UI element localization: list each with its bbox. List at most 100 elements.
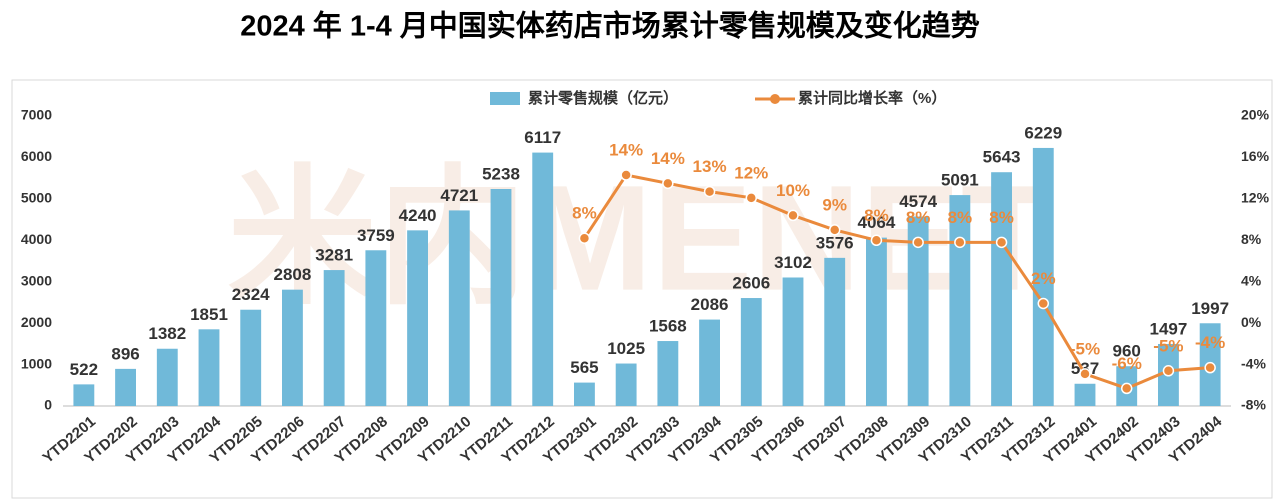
bar	[323, 270, 345, 406]
bar	[1032, 147, 1054, 407]
bar	[740, 298, 762, 406]
line-value-label: -5%	[1070, 339, 1100, 358]
bar-value-label: 6229	[1024, 123, 1062, 142]
line-value-label: 14%	[609, 141, 643, 160]
bar-value-label: 3102	[774, 253, 812, 272]
bar	[407, 230, 428, 406]
line-point	[828, 224, 841, 236]
bar	[574, 382, 595, 406]
line-point	[787, 209, 799, 222]
bar	[198, 329, 220, 406]
y-tick-label: 0	[44, 397, 52, 413]
line-point	[662, 177, 674, 190]
bar-value-label: 1497	[1150, 319, 1188, 338]
y2-tick-label: 0%	[1241, 314, 1262, 330]
bar	[699, 319, 720, 406]
line-value-label: 8%	[989, 208, 1014, 227]
bar-value-label: 3281	[315, 246, 353, 265]
line-point	[620, 169, 632, 181]
line-value-label: 2%	[1031, 269, 1056, 288]
bar-value-label: 1025	[607, 339, 645, 358]
bar-value-label: 960	[1113, 342, 1141, 361]
y-tick-label: 6000	[21, 148, 52, 164]
line-point	[703, 185, 716, 198]
bar-value-label: 4574	[899, 192, 937, 211]
line-value-label: 8%	[864, 206, 889, 225]
bar-value-label: 4721	[440, 186, 478, 205]
y2-tick-label: 8%	[1241, 231, 1262, 247]
bar-value-label: 4064	[858, 213, 896, 232]
y2-tick-label: 12%	[1241, 190, 1270, 206]
line-value-label: 8%	[948, 208, 973, 227]
line-point	[954, 236, 966, 249]
y-tick-label: 3000	[21, 272, 52, 288]
bar-value-label: 1851	[190, 305, 228, 324]
bar	[824, 257, 846, 406]
line-point	[870, 234, 883, 247]
y-tick-label: 5000	[21, 190, 52, 206]
bar-value-label: 3759	[357, 226, 395, 245]
bar-value-label: 4240	[399, 206, 437, 225]
line-point	[1162, 365, 1175, 377]
y2-tick-label: 4%	[1241, 272, 1262, 288]
bar-value-label: 896	[111, 344, 139, 363]
legend-label: 累计零售规模（亿元）	[528, 89, 678, 107]
line-point	[745, 192, 758, 204]
y2-tick-label: -8%	[1241, 397, 1266, 413]
line-value-label: -6%	[1112, 354, 1142, 373]
bar	[365, 250, 387, 406]
line-point	[912, 236, 924, 249]
line-point	[995, 236, 1008, 249]
line-point	[1079, 368, 1091, 380]
bar-value-label: 2808	[274, 265, 312, 284]
y2-tick-label: 16%	[1241, 148, 1270, 164]
bar-value-label: 1568	[649, 317, 687, 336]
bar	[490, 188, 512, 406]
line-value-label: -5%	[1153, 336, 1183, 355]
bar-value-label: 6117	[524, 128, 561, 147]
bar	[156, 348, 178, 406]
chart-frame	[11, 79, 1273, 499]
bar	[949, 195, 971, 406]
line-value-label: 10%	[776, 181, 810, 200]
bar-value-label: 3576	[816, 233, 854, 252]
y-tick-label: 1000	[21, 355, 52, 371]
line-value-label: -4%	[1195, 333, 1225, 352]
line-value-label: 14%	[651, 149, 685, 168]
line-point	[1037, 297, 1050, 310]
line-value-label: 8%	[906, 208, 931, 227]
bar-value-label: 2606	[732, 274, 770, 293]
bar	[1074, 383, 1096, 406]
y-tick-label: 2000	[21, 314, 52, 330]
line-point	[1204, 361, 1216, 374]
line-value-label: 9%	[822, 195, 847, 214]
y-tick-label: 7000	[21, 107, 52, 123]
bar	[615, 363, 637, 406]
bar	[448, 210, 470, 406]
line-point	[578, 232, 591, 244]
bar	[240, 309, 262, 406]
bar-value-label: 2324	[232, 285, 270, 304]
bar	[782, 277, 804, 406]
legend-swatch	[770, 94, 780, 104]
bar-value-label: 2086	[691, 295, 729, 314]
line	[583, 173, 1211, 390]
bar	[532, 152, 554, 406]
bar	[657, 341, 679, 406]
bar	[73, 384, 95, 406]
bar-value-label: 5091	[941, 171, 979, 190]
line-point	[1120, 382, 1133, 395]
line-value-label: 8%	[572, 204, 597, 223]
bar-value-label: 1997	[1191, 299, 1229, 318]
y2-tick-label: 20%	[1241, 107, 1270, 123]
bar	[866, 237, 887, 406]
bar	[282, 289, 303, 406]
bar-value-label: 565	[570, 358, 598, 377]
y-tick-label: 4000	[21, 231, 52, 247]
bar-value-label: 522	[70, 360, 98, 379]
bar-value-label: 5238	[482, 164, 520, 183]
bar	[991, 172, 1012, 406]
chart-title: 2024 年 1-4 月中国实体药店市场累计零售规模及变化趋势	[240, 9, 980, 43]
